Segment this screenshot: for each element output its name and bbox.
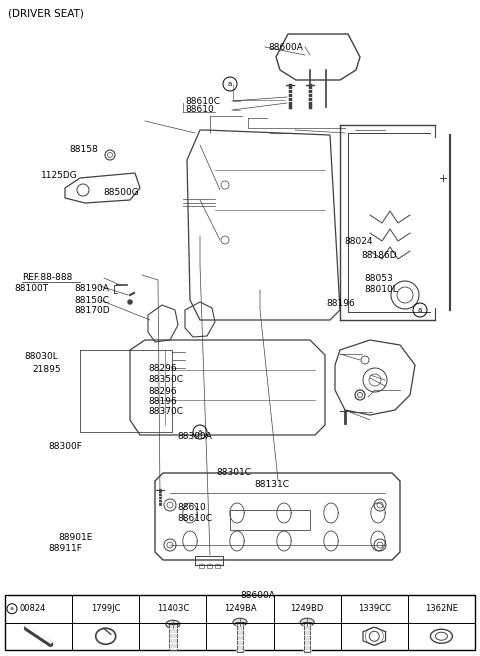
Bar — [169, 625, 177, 650]
Ellipse shape — [166, 621, 180, 628]
Text: 88190A: 88190A — [74, 284, 109, 293]
Text: 1362NE: 1362NE — [425, 604, 458, 613]
Text: 88053: 88053 — [365, 274, 394, 283]
Text: (DRIVER SEAT): (DRIVER SEAT) — [8, 8, 84, 18]
Text: a: a — [228, 81, 232, 87]
Bar — [237, 623, 243, 652]
Text: 88158: 88158 — [70, 145, 98, 154]
Text: 88500G: 88500G — [103, 188, 139, 197]
Text: 88610: 88610 — [185, 106, 214, 115]
Bar — [199, 564, 204, 568]
Text: 88024: 88024 — [345, 237, 373, 246]
Text: 1125DG: 1125DG — [41, 171, 78, 180]
Text: 88131C: 88131C — [254, 480, 289, 489]
Text: 00824: 00824 — [19, 604, 46, 613]
Text: a: a — [198, 429, 202, 435]
Text: 88170D: 88170D — [74, 306, 110, 316]
Text: 88350C: 88350C — [149, 375, 184, 384]
Bar — [195, 556, 223, 565]
Bar — [5, 595, 475, 650]
Text: 88370C: 88370C — [149, 407, 184, 416]
Text: 1339CC: 1339CC — [358, 604, 391, 613]
Text: 88390A: 88390A — [178, 432, 213, 441]
Text: 1799JC: 1799JC — [91, 604, 120, 613]
Text: 88600A: 88600A — [268, 43, 303, 52]
Text: 88911F: 88911F — [48, 544, 82, 553]
Text: a: a — [10, 606, 14, 611]
Text: 88901E: 88901E — [59, 533, 93, 543]
Text: 88610C: 88610C — [185, 96, 220, 106]
Text: 88150C: 88150C — [74, 296, 109, 305]
Text: 88600A: 88600A — [240, 591, 275, 600]
Bar — [304, 623, 310, 652]
Text: 88010L: 88010L — [365, 285, 398, 295]
Text: 88100T: 88100T — [14, 284, 48, 293]
Ellipse shape — [233, 618, 247, 626]
Text: 1249BD: 1249BD — [290, 604, 324, 613]
Text: 11403C: 11403C — [157, 604, 189, 613]
Text: 21895: 21895 — [33, 365, 61, 375]
Text: 88296: 88296 — [149, 387, 178, 396]
Text: 88030L: 88030L — [24, 352, 58, 361]
Bar — [207, 564, 212, 568]
Text: a: a — [418, 307, 422, 313]
Circle shape — [128, 300, 132, 304]
Text: 1249BA: 1249BA — [224, 604, 256, 613]
Bar — [215, 564, 220, 568]
Ellipse shape — [300, 618, 314, 626]
Text: 88196: 88196 — [149, 397, 178, 406]
Text: 88610: 88610 — [178, 502, 206, 512]
Text: 88301C: 88301C — [216, 468, 251, 477]
Text: REF.88-888: REF.88-888 — [22, 274, 72, 283]
Text: 88196: 88196 — [326, 298, 355, 308]
Text: 88296: 88296 — [149, 364, 178, 373]
Bar — [230, 510, 310, 530]
Text: 88186D: 88186D — [361, 251, 396, 260]
Text: 88610C: 88610C — [178, 514, 213, 523]
Text: 88300F: 88300F — [48, 441, 82, 451]
